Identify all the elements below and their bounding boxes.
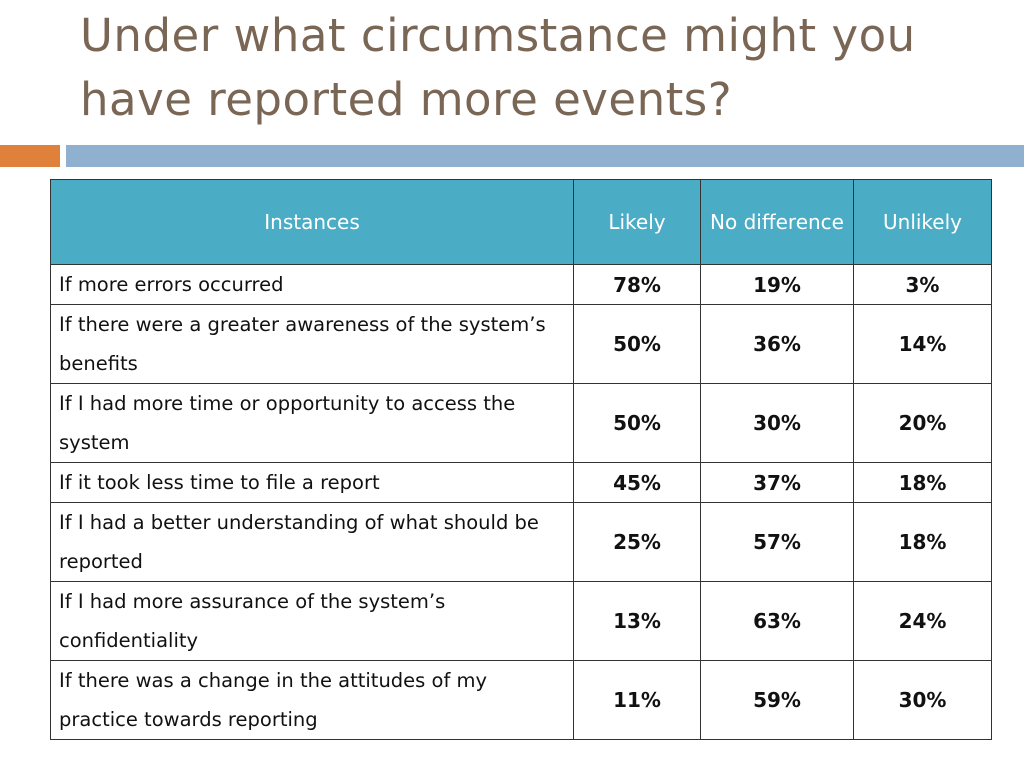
unlikely-cell: 20% xyxy=(853,383,992,463)
table-row: If I had more assurance of the system’s … xyxy=(50,581,992,661)
no-difference-cell: 36% xyxy=(700,304,854,384)
table-row: If it took less time to file a report 45… xyxy=(50,462,992,503)
no-difference-cell: 30% xyxy=(700,383,854,463)
header-likely: Likely xyxy=(573,179,701,265)
unlikely-cell: 30% xyxy=(853,660,992,740)
table-header-row: Instances Likely No difference Unlikely xyxy=(50,179,992,265)
unlikely-cell: 18% xyxy=(853,502,992,582)
table-row: If there was a change in the attitudes o… xyxy=(50,660,992,740)
likely-cell: 78% xyxy=(573,264,701,305)
header-instances: Instances xyxy=(50,179,574,265)
unlikely-cell: 24% xyxy=(853,581,992,661)
accent-bar-blue xyxy=(66,145,1024,167)
likely-cell: 50% xyxy=(573,304,701,384)
header-no-difference: No difference xyxy=(700,179,854,265)
unlikely-cell: 14% xyxy=(853,304,992,384)
unlikely-cell: 3% xyxy=(853,264,992,305)
no-difference-cell: 63% xyxy=(700,581,854,661)
likely-cell: 25% xyxy=(573,502,701,582)
instance-cell: If more errors occurred xyxy=(50,264,574,305)
table-row: If more errors occurred 78% 19% 3% xyxy=(50,264,992,305)
header-unlikely: Unlikely xyxy=(853,179,992,265)
no-difference-cell: 59% xyxy=(700,660,854,740)
likely-cell: 45% xyxy=(573,462,701,503)
instance-cell: If there was a change in the attitudes o… xyxy=(50,660,574,740)
instance-cell: If I had more assurance of the system’s … xyxy=(50,581,574,661)
likely-cell: 11% xyxy=(573,660,701,740)
slide-title: Under what circumstance might you have r… xyxy=(80,9,916,126)
table-row: If I had a better understanding of what … xyxy=(50,502,992,582)
no-difference-cell: 57% xyxy=(700,502,854,582)
instance-cell: If it took less time to file a report xyxy=(50,462,574,503)
unlikely-cell: 18% xyxy=(853,462,992,503)
survey-results-table: Instances Likely No difference Unlikely … xyxy=(50,179,992,740)
table-row: If there were a greater awareness of the… xyxy=(50,304,992,384)
likely-cell: 50% xyxy=(573,383,701,463)
likely-cell: 13% xyxy=(573,581,701,661)
table-row: If I had more time or opportunity to acc… xyxy=(50,383,992,463)
no-difference-cell: 37% xyxy=(700,462,854,503)
no-difference-cell: 19% xyxy=(700,264,854,305)
instance-cell: If there were a greater awareness of the… xyxy=(50,304,574,384)
accent-bar-orange xyxy=(0,145,60,167)
instance-cell: If I had more time or opportunity to acc… xyxy=(50,383,574,463)
instance-cell: If I had a better understanding of what … xyxy=(50,502,574,582)
